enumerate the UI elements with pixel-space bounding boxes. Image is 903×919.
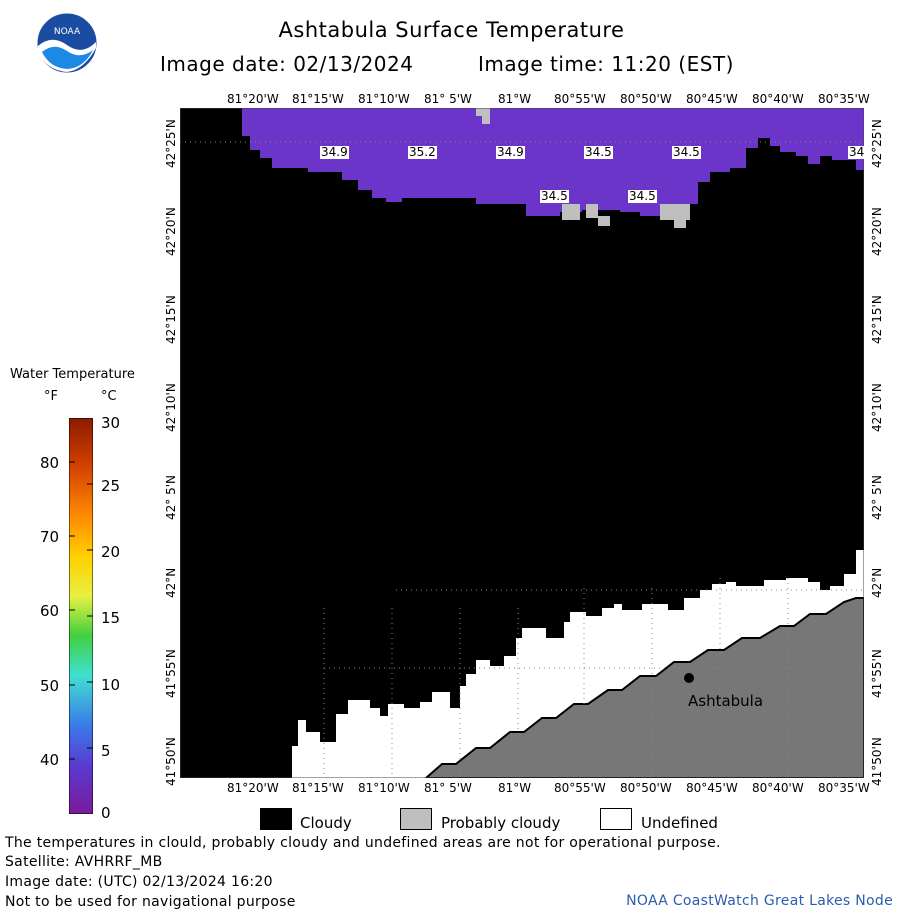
lon-tick-top: 81°20'W [227,92,279,106]
lat-tick-left: 42°15'N [164,295,178,344]
lat-tick-left: 41°50'N [164,737,178,786]
lat-tick-left: 42°10'N [164,383,178,432]
probably-cloudy-area [476,108,690,228]
temp-label: 35.2 [408,145,437,159]
key-cloudy-swatch [260,808,292,830]
graticule [180,141,864,778]
lat-tick-right: 42°20'N [870,207,884,256]
lon-tick-top: 81°15'W [292,92,344,106]
temp-label: 34.5 [672,145,701,159]
lon-tick-bottom: 80°40'W [752,781,804,795]
lat-tick-right: 41°55'N [870,649,884,698]
lat-tick-left: 42° 5'N [164,475,178,520]
lon-tick-top: 80°55'W [554,92,606,106]
lat-tick-right: 42°15'N [870,295,884,344]
lat-tick-right: 41°50'N [870,737,884,786]
lon-tick-bottom: 81°20'W [227,781,279,795]
legend-c-tick: 30 [101,414,121,432]
legend-c-tick: 0 [101,804,111,822]
page-title: Ashtabula Surface Temperature [278,18,625,42]
legend-f-tick: 60 [40,602,60,620]
nav-warning-text: Not to be used for navigational purpose [5,894,296,910]
lat-tick-right: 42°25'N [870,119,884,168]
lat-tick-left: 42°20'N [164,207,178,256]
noaa-logo: NOAA [36,12,98,74]
credit-text: NOAA CoastWatch Great Lakes Node [626,893,893,909]
lon-tick-top: 80°50'W [620,92,672,106]
lon-tick-top: 81°W [498,92,532,106]
temp-label: 34.9 [320,145,349,159]
lon-tick-top: 81° 5'W [424,92,472,106]
color-bar [69,418,93,814]
key-probably-cloudy-swatch [400,808,432,830]
logo-text: NOAA [54,27,81,37]
legend-title: Water Temperature [10,367,135,382]
lon-tick-bottom: 81° 5'W [424,781,472,795]
lat-tick-right: 42° 5'N [870,475,884,520]
lon-tick-bottom: 81°W [498,781,532,795]
legend-c-tick: 25 [101,477,121,495]
land-area [424,597,864,778]
disclaimer-text: The temperatures in clould, probably clo… [5,835,721,851]
lon-tick-bottom: 80°45'W [686,781,738,795]
image-date: Image date: 02/13/2024 [160,52,414,76]
utc-date-text: Image date: (UTC) 02/13/2024 16:20 [5,874,273,890]
temperature-map: Ashtabula [180,108,864,778]
city-label: Ashtabula [688,692,763,710]
legend-f-tick: 50 [40,677,60,695]
temp-label: 34 [848,145,866,159]
lon-tick-bottom: 81°10'W [358,781,410,795]
lat-tick-right: 42°10'N [870,383,884,432]
key-cloudy-label: Cloudy [300,814,352,832]
legend-f-tick: 80 [40,454,60,472]
legend-f-tick: 40 [40,751,60,769]
legend-c-tick: 15 [101,609,121,627]
legend-f-tick: 70 [40,528,60,546]
lon-tick-top: 80°35'W [818,92,870,106]
satellite-text: Satellite: AVHRRF_MB [5,854,163,870]
lon-tick-top: 80°45'W [686,92,738,106]
legend-unit-f: °F [44,389,58,404]
lat-tick-left: 41°55'N [164,649,178,698]
city-marker [684,673,694,683]
lat-tick-left: 42°N [164,567,178,598]
lon-tick-top: 81°10'W [358,92,410,106]
temp-label: 34.5 [584,145,613,159]
water-temperature-area [242,108,864,220]
lon-tick-bottom: 81°15'W [292,781,344,795]
key-undefined-swatch [600,808,632,830]
key-probably-cloudy-label: Probably cloudy [441,814,561,832]
temp-label: 34.9 [496,145,525,159]
temp-label: 34.5 [628,189,657,203]
legend-c-tick: 10 [101,676,121,694]
legend-c-tick: 20 [101,543,121,561]
legend-c-tick: 5 [101,742,111,760]
temp-label: 34.5 [540,189,569,203]
image-time: Image time: 11:20 (EST) [478,52,734,76]
lon-tick-top: 80°40'W [752,92,804,106]
lon-tick-bottom: 80°55'W [554,781,606,795]
legend-unit-c: °C [101,389,117,404]
lon-tick-bottom: 80°35'W [818,781,870,795]
lat-tick-right: 42°N [870,567,884,598]
key-undefined-label: Undefined [641,814,718,832]
lon-tick-bottom: 80°50'W [620,781,672,795]
lat-tick-left: 42°25'N [164,119,178,168]
